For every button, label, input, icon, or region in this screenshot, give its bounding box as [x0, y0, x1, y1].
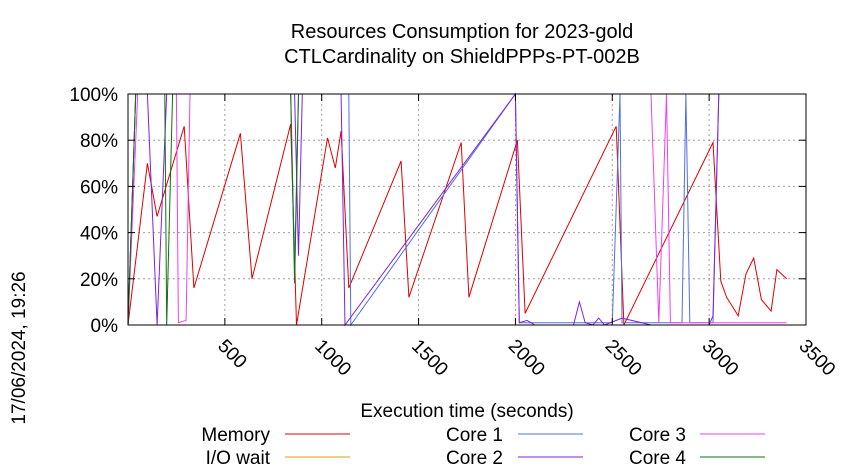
x-axis-ticks: 500 1000 1500 2000 2500 3000 3500 [213, 94, 839, 380]
timestamp: 17/06/2024, 19:26 [9, 271, 30, 424]
legend-label: Core 3 [629, 425, 686, 446]
x-tick-label: 1000 [310, 336, 355, 381]
x-tick-label: 500 [213, 336, 250, 373]
x-tick-label: 3000 [698, 336, 743, 381]
chart-title-line-2: CTLCardinality on ShieldPPPs-PT-002B [284, 46, 640, 68]
y-tick-label: 100% [69, 85, 118, 106]
legend-label: Core 1 [446, 425, 503, 446]
legend-label: I/O wait [206, 448, 271, 469]
legend-label: Core 2 [446, 448, 503, 469]
plot-frame [127, 93, 807, 326]
y-axis-ticks: 0% 20% 40% 60% 80% 100% [69, 85, 806, 337]
x-tick-label: 2500 [601, 336, 646, 381]
x-axis-label: Execution time (seconds) [360, 401, 573, 422]
y-tick-label: 80% [80, 131, 118, 152]
legend-label: Core 4 [629, 448, 686, 469]
y-tick-label: 60% [80, 177, 118, 198]
series-lines [127, 92, 787, 327]
x-tick-label: 3500 [794, 336, 839, 381]
y-tick-label: 20% [80, 270, 118, 291]
legend-label: Memory [201, 425, 270, 446]
chart-title-line-1: Resources Consumption for 2023-gold [291, 21, 633, 43]
grid [128, 94, 806, 325]
y-tick-label: 0% [91, 316, 119, 337]
x-tick-label: 2000 [504, 336, 549, 381]
x-tick-label: 1500 [407, 336, 452, 381]
series-line-core-1 [127, 92, 787, 327]
chart-title: Resources Consumption for 2023-gold CTLC… [284, 21, 640, 68]
y-tick-label: 40% [80, 224, 118, 245]
series-line-memory [127, 123, 787, 326]
